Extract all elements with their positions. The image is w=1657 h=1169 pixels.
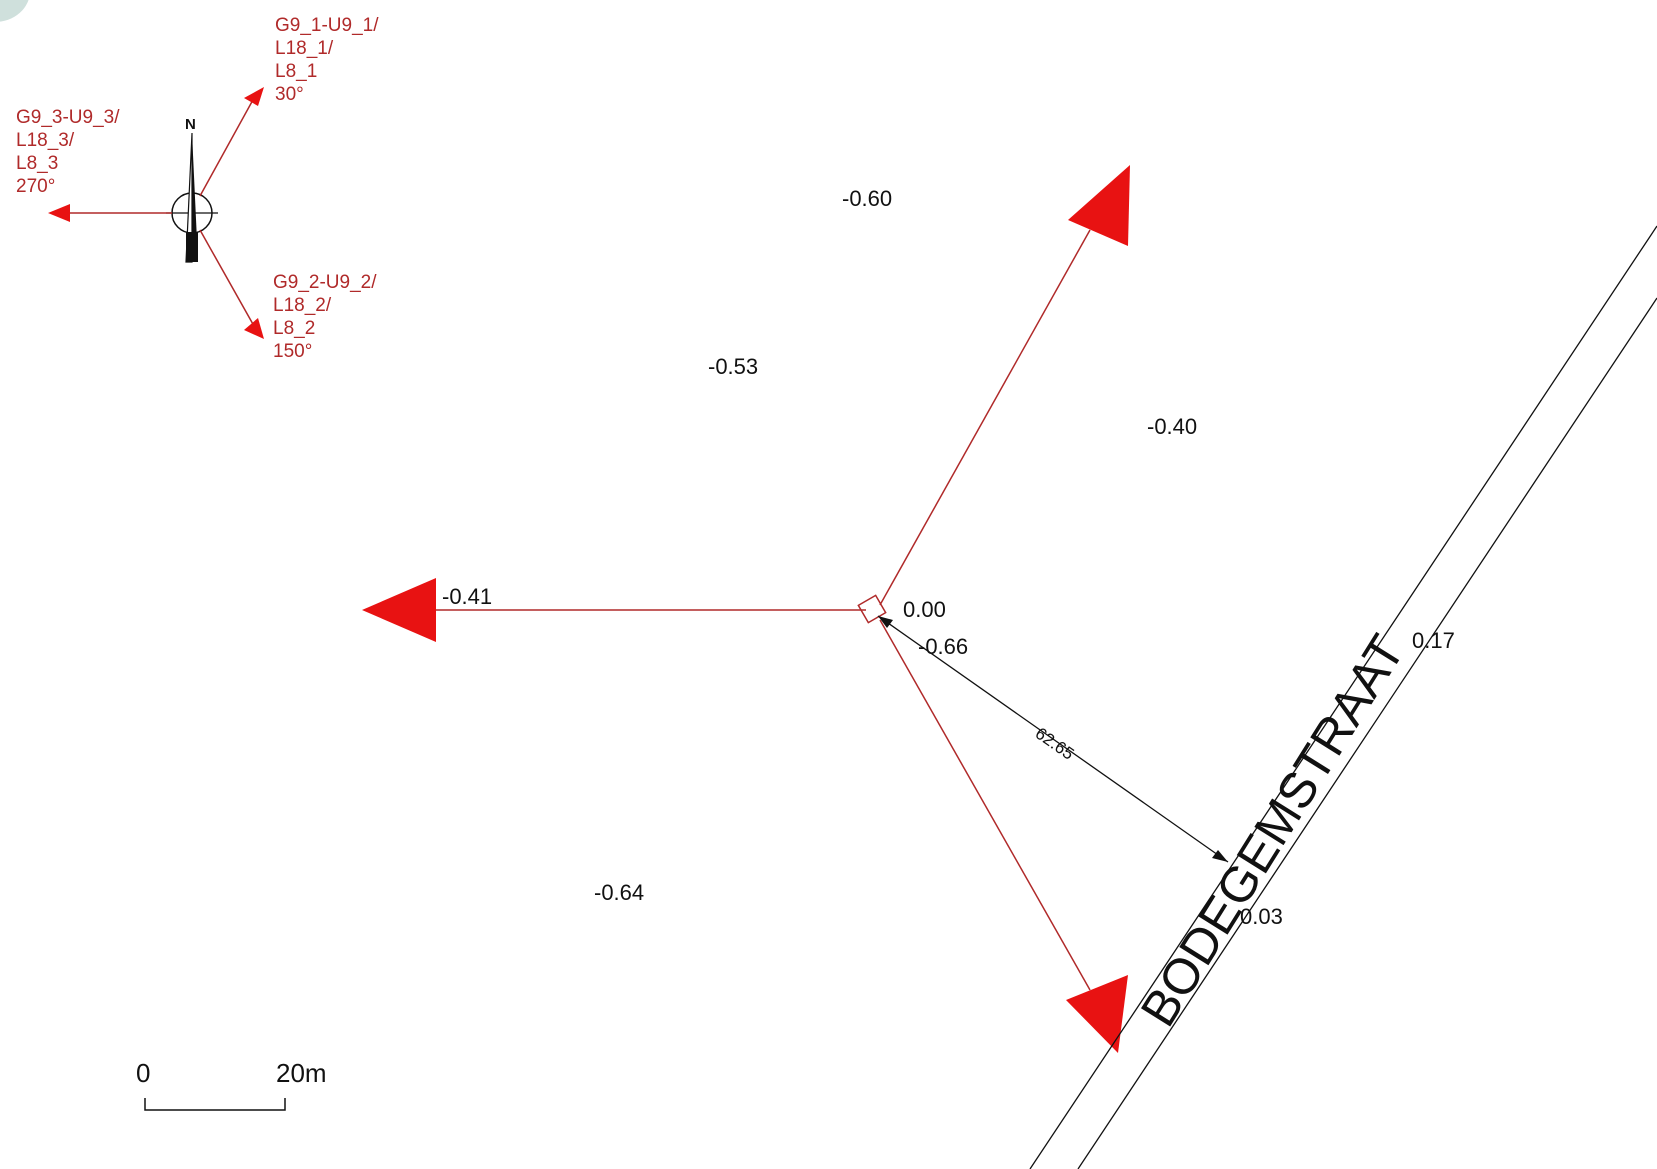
measurement-arrows <box>362 165 1130 1053</box>
street: BODEGEMSTRAAT <box>1029 225 1657 1169</box>
arrowhead-icon <box>1068 165 1130 246</box>
elevation-value: 0.17 <box>1412 628 1455 653</box>
elevation-value: -0.64 <box>594 880 644 905</box>
scale-bar: 0 20m <box>136 1058 327 1111</box>
arrowhead-icon <box>244 318 264 339</box>
direction-code: L8_2 <box>273 318 315 339</box>
direction-code: L18_3/ <box>16 130 75 151</box>
direction-code: G9_3-U9_3/ <box>16 107 120 128</box>
north-arrow-icon: N <box>166 116 218 263</box>
arrowhead-icon <box>362 578 436 642</box>
elevation-value: -0.66 <box>918 634 968 659</box>
direction-arrow-150 <box>199 229 264 339</box>
elevation-value: -0.40 <box>1147 414 1197 439</box>
north-label: N <box>185 116 196 133</box>
direction-code: G9_2-U9_2/ <box>273 272 377 293</box>
main-arrow-30 <box>879 165 1130 606</box>
scale-start-label: 0 <box>136 1058 150 1088</box>
direction-label-150: G9_2-U9_2/ L18_2/ L8_2 150° <box>273 272 377 362</box>
direction-angle: 150° <box>273 341 312 362</box>
scale-end-label: 20m <box>276 1058 327 1088</box>
street-name: BODEGEMSTRAAT <box>1130 625 1415 1036</box>
direction-arrow-30 <box>199 87 264 197</box>
elevation-value: 0.03 <box>1240 904 1283 929</box>
direction-label-270: G9_3-U9_3/ L18_3/ L8_3 270° <box>16 107 120 197</box>
elevation-value: -0.53 <box>708 354 758 379</box>
elevation-labels: -0.60 -0.53 -0.40 -0.41 0.00 -0.66 0.17 … <box>442 186 1455 929</box>
origin-elevation: 0.00 <box>903 597 946 622</box>
direction-angle: 30° <box>275 84 304 105</box>
direction-code: L8_3 <box>16 153 58 174</box>
direction-arrow-270 <box>48 204 172 222</box>
main-arrow-270 <box>362 578 866 642</box>
direction-code: L18_2/ <box>273 295 332 316</box>
arrowhead-icon <box>244 87 264 106</box>
direction-legend: N G9_1-U9_1/ L18_1/ L8_1 30° G9_2-U9_2/ … <box>16 15 379 362</box>
arrowhead-icon <box>48 204 70 222</box>
distance-label: 62.65 <box>1032 724 1078 764</box>
direction-angle: 270° <box>16 176 55 197</box>
direction-label-30: G9_1-U9_1/ L18_1/ L8_1 30° <box>275 15 379 105</box>
street-edge-line <box>1029 225 1657 1169</box>
direction-code: L18_1/ <box>275 38 334 59</box>
main-arrow-150 <box>879 619 1128 1053</box>
elevation-value: -0.60 <box>842 186 892 211</box>
arrowhead-icon <box>1066 975 1128 1053</box>
direction-code: L8_1 <box>275 61 317 82</box>
scale-line <box>144 1098 286 1111</box>
elevation-value: -0.41 <box>442 584 492 609</box>
origin-marker <box>857 594 887 624</box>
street-edge-line <box>1077 297 1657 1169</box>
direction-code: G9_1-U9_1/ <box>275 15 379 36</box>
